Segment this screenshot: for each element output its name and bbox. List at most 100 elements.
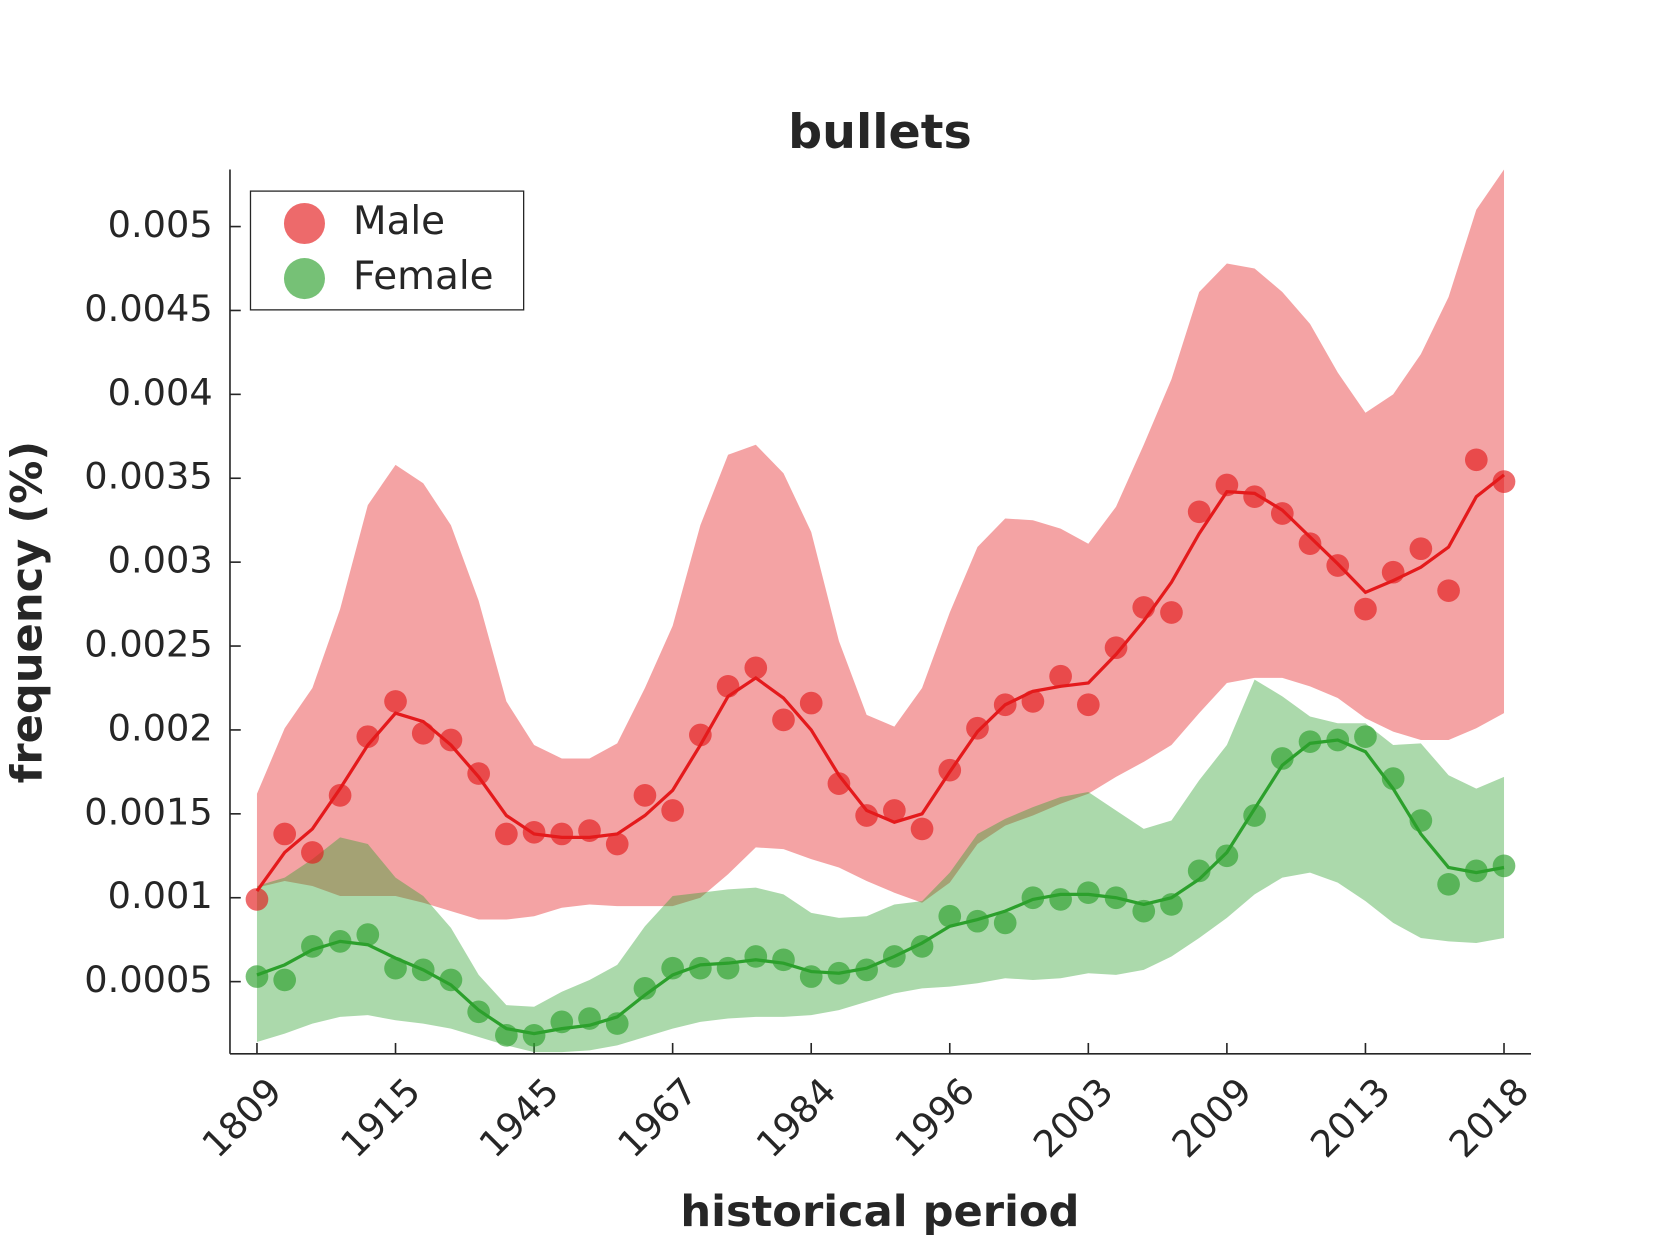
data-point	[1104, 886, 1128, 910]
legend-marker	[283, 258, 325, 300]
data-point	[356, 923, 380, 946]
data-point	[1132, 899, 1156, 923]
data-point	[827, 772, 851, 795]
y-tick-label: 0.0035	[84, 455, 212, 498]
data-point	[439, 728, 463, 752]
data-point	[1437, 872, 1460, 896]
y-tick-label: 0.003	[108, 539, 213, 582]
data-point	[1270, 502, 1294, 525]
data-point	[716, 674, 740, 698]
y-tick-label: 0.001	[108, 874, 213, 917]
data-point	[772, 948, 795, 972]
data-point	[827, 961, 851, 985]
data-point	[1160, 601, 1183, 624]
y-tick-label: 0.0045	[84, 287, 212, 330]
y-axis-label: frequency (%)	[3, 441, 53, 783]
x-tick-label: 1984	[748, 1070, 844, 1166]
data-point	[1021, 690, 1045, 713]
x-tick-label: 2009	[1164, 1070, 1260, 1166]
data-point	[495, 1023, 518, 1047]
data-point	[1464, 448, 1488, 472]
data-point	[301, 841, 324, 864]
data-point	[550, 1010, 574, 1034]
data-point	[883, 945, 906, 968]
data-point	[938, 758, 962, 782]
data-point	[1298, 532, 1322, 556]
data-point	[1076, 693, 1100, 717]
data-point	[1215, 473, 1239, 497]
x-tick-label: 1945	[471, 1070, 567, 1166]
x-tick-label: 2013	[1302, 1070, 1398, 1166]
data-point	[522, 1023, 546, 1047]
data-point	[1104, 636, 1128, 660]
data-point	[467, 762, 490, 785]
data-point	[1381, 560, 1405, 584]
data-point	[1243, 804, 1266, 827]
data-point	[273, 968, 297, 992]
data-point	[328, 784, 352, 807]
data-point	[1243, 485, 1266, 509]
data-point	[1437, 579, 1460, 603]
data-point	[938, 904, 962, 928]
data-point	[716, 956, 740, 980]
data-point	[799, 691, 823, 715]
x-tick-label: 2003	[1025, 1070, 1121, 1166]
data-point	[744, 656, 768, 680]
data-point	[467, 1000, 490, 1024]
data-point	[855, 804, 878, 827]
data-point	[661, 956, 684, 980]
data-point	[993, 693, 1017, 717]
data-point	[689, 956, 712, 980]
data-point	[799, 965, 823, 988]
x-tick-label: 2018	[1441, 1070, 1537, 1166]
data-point	[1464, 859, 1488, 883]
data-point	[439, 968, 463, 992]
data-point	[1132, 596, 1156, 619]
data-point	[495, 822, 518, 846]
data-point	[328, 930, 352, 953]
data-point	[1049, 664, 1072, 688]
y-tick-label: 0.0015	[84, 790, 212, 833]
x-tick-label: 1915	[332, 1070, 428, 1166]
data-point	[578, 1007, 601, 1030]
data-point	[1049, 888, 1072, 911]
data-point	[1492, 854, 1516, 878]
data-point	[245, 965, 269, 988]
data-point	[1298, 730, 1322, 754]
legend-label: Male	[353, 199, 445, 244]
data-point	[411, 958, 435, 982]
data-point	[1270, 747, 1294, 770]
y-tick-label: 0.005	[108, 203, 213, 246]
data-point	[966, 909, 989, 933]
data-point	[605, 1012, 629, 1035]
data-point	[1409, 809, 1433, 832]
chart-title: bullets	[788, 105, 972, 160]
data-point	[1381, 767, 1405, 790]
data-point	[1492, 470, 1516, 493]
data-point	[633, 977, 657, 1000]
confidence-band	[256, 679, 1505, 1053]
data-point	[273, 822, 297, 846]
data-point	[356, 725, 380, 748]
data-point	[550, 822, 574, 846]
data-point	[1021, 886, 1045, 910]
data-point	[855, 958, 878, 982]
confidence-band	[256, 169, 1505, 920]
x-tick-label: 1996	[887, 1070, 983, 1166]
data-point	[1354, 725, 1377, 748]
legend-marker	[283, 202, 325, 245]
data-point	[1076, 881, 1100, 905]
legend: Male Female	[249, 190, 525, 311]
data-point	[883, 799, 906, 822]
y-tick-label: 0.0005	[84, 958, 212, 1001]
data-point	[910, 935, 934, 958]
data-point	[966, 716, 989, 740]
legend-label: Female	[353, 254, 494, 299]
data-point	[301, 935, 324, 958]
y-tick-label: 0.004	[108, 371, 213, 414]
data-point	[384, 690, 407, 713]
data-point	[1215, 844, 1239, 868]
x-tick-label: 1809	[194, 1070, 290, 1166]
